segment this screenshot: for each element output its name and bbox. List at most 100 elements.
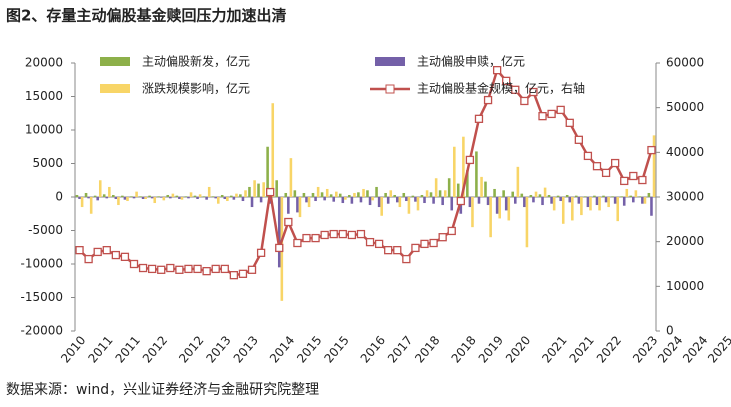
bar bbox=[302, 192, 306, 197]
legend-label: 主动偏股申赎，亿元 bbox=[417, 54, 525, 69]
line-marker bbox=[374, 239, 384, 249]
line-marker bbox=[166, 263, 175, 273]
x-tick-label: 2023 bbox=[630, 333, 660, 365]
line-marker bbox=[84, 254, 93, 264]
line-marker bbox=[647, 145, 656, 155]
line-marker bbox=[411, 243, 420, 253]
bar bbox=[613, 197, 617, 204]
bar bbox=[507, 197, 511, 221]
bar bbox=[93, 195, 97, 197]
y-tick-label: 10000 bbox=[25, 123, 63, 137]
bar bbox=[266, 146, 269, 197]
bar bbox=[239, 194, 242, 197]
bar bbox=[534, 191, 538, 197]
bar bbox=[207, 186, 211, 197]
bar bbox=[84, 192, 88, 197]
line-marker bbox=[111, 250, 121, 260]
line-marker bbox=[520, 96, 529, 106]
line-marker bbox=[447, 226, 456, 236]
bar bbox=[338, 193, 342, 197]
bar bbox=[166, 194, 170, 197]
bar bbox=[589, 197, 592, 211]
bar bbox=[386, 197, 390, 204]
bar bbox=[407, 197, 411, 214]
bar bbox=[359, 197, 363, 203]
bar bbox=[193, 195, 197, 197]
bar bbox=[271, 103, 275, 197]
bar bbox=[293, 190, 297, 197]
bar bbox=[253, 180, 256, 197]
bar bbox=[611, 196, 614, 197]
line-marker bbox=[556, 105, 565, 115]
legend-marker bbox=[385, 84, 395, 94]
bar bbox=[123, 197, 127, 200]
bar bbox=[80, 197, 84, 208]
line-marker bbox=[429, 238, 438, 248]
bar bbox=[538, 194, 542, 197]
bar bbox=[98, 180, 102, 197]
bar bbox=[453, 146, 456, 197]
bar bbox=[443, 190, 447, 197]
bar bbox=[384, 192, 387, 197]
bar bbox=[205, 197, 208, 200]
bar bbox=[595, 197, 599, 206]
y2-tick-label: 10000 bbox=[666, 279, 704, 293]
y-tick-label: 15000 bbox=[25, 89, 63, 103]
legend-label: 主动偏股新发，亿元 bbox=[142, 54, 250, 69]
bar bbox=[462, 136, 465, 197]
x-tick-label: 2020 bbox=[503, 333, 533, 365]
y2-tick-label: 0 bbox=[666, 324, 674, 338]
x-tick-label: 2011 bbox=[85, 333, 115, 365]
x-tick-label: 2011 bbox=[113, 333, 143, 365]
line-marker bbox=[474, 114, 484, 123]
bar bbox=[502, 190, 505, 197]
bar bbox=[329, 194, 333, 197]
bar bbox=[495, 197, 499, 214]
line-marker bbox=[538, 112, 547, 121]
bar bbox=[425, 190, 429, 197]
y-tick-label: -10000 bbox=[20, 257, 63, 271]
bar bbox=[416, 197, 420, 211]
bar bbox=[108, 186, 111, 197]
bar bbox=[262, 182, 265, 197]
bar bbox=[230, 195, 233, 197]
bar bbox=[332, 197, 336, 202]
bar bbox=[641, 197, 644, 204]
line-marker bbox=[511, 85, 520, 94]
bar bbox=[162, 197, 166, 201]
y-tick-label: -5000 bbox=[28, 223, 63, 237]
bar bbox=[471, 197, 474, 228]
line-marker bbox=[402, 254, 411, 264]
bar bbox=[180, 197, 184, 200]
bar bbox=[643, 197, 647, 204]
x-tick-label: 2019 bbox=[476, 333, 506, 365]
bar bbox=[250, 197, 254, 208]
line-marker bbox=[365, 237, 375, 247]
x-tick-label: 2021 bbox=[539, 333, 569, 365]
line-marker bbox=[211, 264, 220, 274]
x-tick-label: 2018 bbox=[412, 333, 442, 365]
bar bbox=[441, 197, 444, 206]
bar bbox=[475, 151, 478, 197]
bar bbox=[625, 188, 629, 197]
bar bbox=[447, 178, 451, 197]
bar bbox=[289, 158, 293, 197]
x-tick-label: 2016 bbox=[358, 333, 388, 365]
bar bbox=[298, 197, 302, 218]
bar bbox=[244, 190, 247, 197]
bar bbox=[547, 194, 551, 197]
x-tick-label: 2013 bbox=[231, 333, 261, 365]
line-marker bbox=[293, 238, 302, 248]
bar bbox=[362, 188, 365, 197]
bar bbox=[395, 197, 399, 203]
bar bbox=[117, 197, 120, 206]
line-marker bbox=[220, 264, 229, 274]
bar bbox=[371, 197, 374, 201]
bar bbox=[311, 192, 315, 197]
line-marker bbox=[438, 233, 447, 242]
bar bbox=[189, 192, 193, 197]
bar bbox=[561, 197, 565, 224]
bar bbox=[216, 197, 220, 204]
bar bbox=[241, 197, 245, 202]
bar bbox=[632, 197, 635, 203]
